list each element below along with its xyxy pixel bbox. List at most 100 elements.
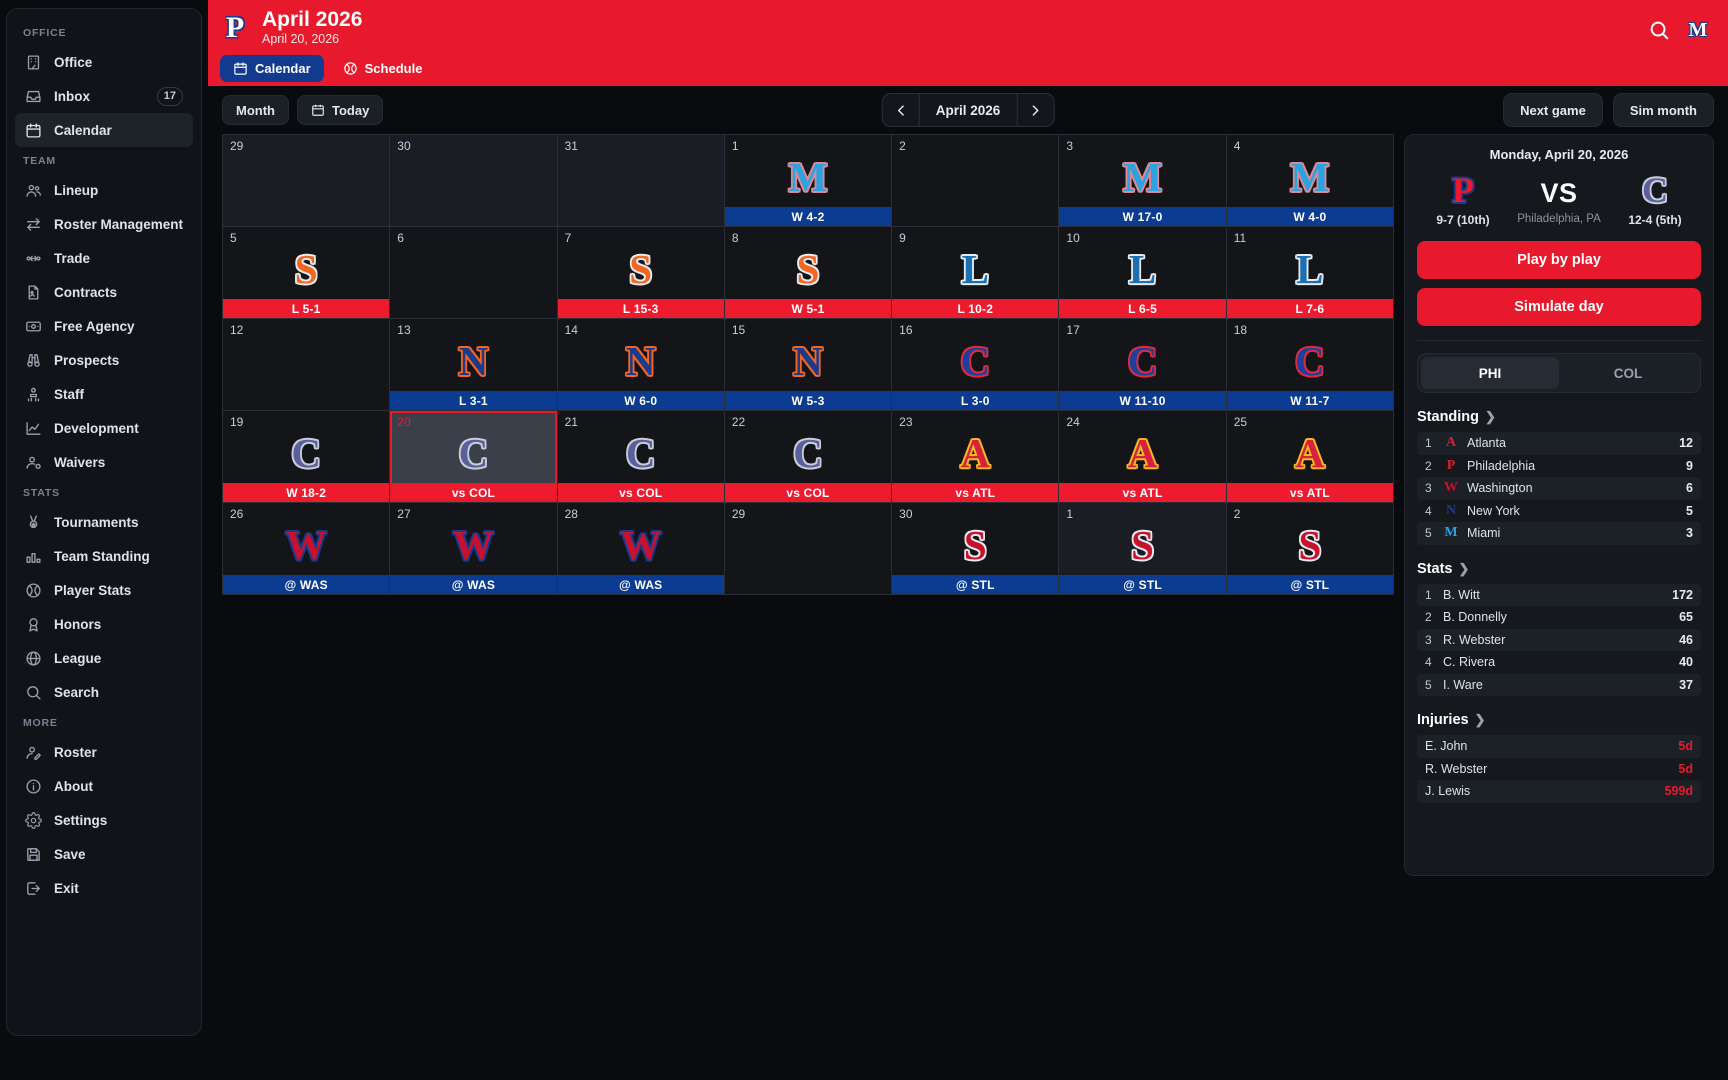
calendar-day[interactable]: 11 L L 7-6 [1226, 227, 1393, 318]
calendar-day[interactable]: 2 S @ STL [1226, 503, 1393, 594]
sidebar-item-player-stats[interactable]: Player Stats [15, 573, 193, 607]
sidebar-item-inbox[interactable]: Inbox 17 [15, 79, 193, 113]
stats-row[interactable]: 4 C. Rivera 40 [1417, 651, 1701, 674]
calendar-day[interactable]: 19 C W 18-2 [223, 411, 390, 502]
standing-row[interactable]: 4 N New York 5 [1417, 500, 1701, 523]
stats-row[interactable]: 1 B. Witt 172 [1417, 583, 1701, 606]
search-icon[interactable] [1648, 19, 1670, 41]
calendar-day[interactable]: 12 [223, 319, 390, 410]
avatar[interactable]: M [1688, 18, 1708, 41]
stats-row[interactable]: 5 I. Ware 37 [1417, 673, 1701, 696]
calendar-day[interactable]: 9 L L 10-2 [892, 227, 1059, 318]
sidebar-item-lineup[interactable]: Lineup [15, 173, 193, 207]
stat-value: 46 [1679, 632, 1693, 647]
calendar-day[interactable]: 3 M W 17-0 [1059, 135, 1226, 226]
calendar-day[interactable]: 18 C W 11-7 [1226, 319, 1393, 410]
calendar-day[interactable]: 15 N W 5-3 [724, 319, 892, 410]
calendar-day[interactable]: 26 W @ WAS [223, 503, 390, 594]
sidebar-item-tournaments[interactable]: Tournaments [15, 505, 193, 539]
sidebar-item-settings[interactable]: Settings [15, 803, 193, 837]
calendar-day[interactable]: 17 C W 11-10 [1059, 319, 1226, 410]
injuries-section-header[interactable]: Injuries ❯ [1417, 712, 1701, 728]
rank-number: 5 [1425, 677, 1432, 692]
injury-row[interactable]: E. John 5d [1417, 735, 1701, 758]
injury-row[interactable]: J. Lewis 599d [1417, 780, 1701, 803]
calendar-day[interactable]: 27 W @ WAS [390, 503, 557, 594]
calendar-day[interactable]: 30 [390, 135, 557, 226]
rank-number: 1 [1425, 436, 1432, 451]
calendar-day[interactable]: 4 M W 4-0 [1226, 135, 1393, 226]
calendar-day[interactable]: 14 N W 6-0 [557, 319, 724, 410]
next-game-button[interactable]: Next game [1503, 93, 1603, 127]
opponent-logo-wrapper: N [558, 332, 724, 391]
tab-calendar[interactable]: Calendar [220, 55, 324, 83]
today-button[interactable]: Today [296, 95, 384, 125]
calendar-day[interactable]: 10 L L 6-5 [1059, 227, 1226, 318]
page-subtitle: April 20, 2026 [262, 32, 340, 47]
sidebar-item-staff[interactable]: Staff [15, 377, 193, 411]
stats-row[interactable]: 3 R. Webster 46 [1417, 628, 1701, 651]
calendar-day[interactable]: 31 [557, 135, 724, 226]
standing-row[interactable]: 3 W Washington 6 [1417, 477, 1701, 500]
stats-section-header[interactable]: Stats ❯ [1417, 561, 1701, 577]
calendar-day[interactable]: 1 M W 4-2 [724, 135, 892, 226]
sidebar-item-search[interactable]: Search [15, 675, 193, 709]
sidebar-item-prospects[interactable]: Prospects [15, 343, 193, 377]
simulate-day-button[interactable]: Simulate day [1417, 288, 1701, 326]
main-area: P April 2026 April 20, 2026 Calendar Sche… [208, 0, 1728, 1080]
chevron-left-icon[interactable] [883, 94, 919, 126]
injury-row[interactable]: R. Webster 5d [1417, 758, 1701, 781]
sidebar-item-save[interactable]: Save [15, 837, 193, 871]
tab-schedule[interactable]: Schedule [330, 55, 436, 82]
sidebar-item-waivers[interactable]: Waivers [15, 445, 193, 479]
sidebar-item-development[interactable]: Development [15, 411, 193, 445]
stats-row[interactable]: 2 B. Donnelly 65 [1417, 606, 1701, 629]
sidebar-item-honors[interactable]: Honors [15, 607, 193, 641]
day-number: 2 [899, 139, 906, 153]
standing-section-header[interactable]: Standing ❯ [1417, 409, 1701, 425]
sidebar-item-about[interactable]: About [15, 769, 193, 803]
home-team[interactable]: P 9-7 (10th) [1421, 172, 1505, 227]
calendar-day[interactable]: 29 [223, 135, 390, 226]
calendar-day[interactable]: 6 [390, 227, 557, 318]
calendar-day[interactable]: 8 S W 5-1 [724, 227, 892, 318]
chevron-right-icon[interactable] [1017, 94, 1053, 126]
sidebar-item-contracts[interactable]: Contracts [15, 275, 193, 309]
sim-month-button[interactable]: Sim month [1612, 93, 1714, 127]
calendar-day[interactable]: 30 S @ STL [892, 503, 1059, 594]
sidebar-item-team-standing[interactable]: Team Standing [15, 539, 193, 573]
sidebar-item-office[interactable]: Office [15, 45, 193, 79]
calendar-day[interactable]: 29 [724, 503, 892, 594]
calendar-day[interactable]: 13 N L 3-1 [390, 319, 557, 410]
month-view-button[interactable]: Month [222, 95, 289, 125]
calendar-day[interactable]: 5 S L 5-1 [223, 227, 390, 318]
away-team-record: 12-4 (5th) [1628, 213, 1682, 227]
standing-row[interactable]: 2 P Philadelphia 9 [1417, 455, 1701, 478]
standing-row[interactable]: 5 M Miami 3 [1417, 522, 1701, 545]
standing-row[interactable]: 1 A Atlanta 12 [1417, 432, 1701, 455]
calendar-day[interactable]: 28 W @ WAS [557, 503, 724, 594]
sidebar-item-exit[interactable]: Exit [15, 871, 193, 905]
sidebar-item-roster[interactable]: Roster [15, 735, 193, 769]
day-number: 17 [1066, 323, 1080, 337]
day-number: 25 [1233, 415, 1248, 429]
sidebar-item-roster-management[interactable]: Roster Management [15, 207, 193, 241]
calendar-day[interactable]: 1 S @ STL [1059, 503, 1226, 594]
sidebar-item-free-agency[interactable]: Free Agency [15, 309, 193, 343]
sidebar-item-calendar[interactable]: Calendar [15, 113, 193, 147]
sidebar-item-trade[interactable]: Trade [15, 241, 193, 275]
play-by-play-button[interactable]: Play by play [1417, 241, 1701, 279]
away-team[interactable]: C 12-4 (5th) [1613, 172, 1697, 227]
calendar-day[interactable]: 16 C L 3-0 [892, 319, 1059, 410]
sidebar-item-league[interactable]: League [15, 641, 193, 675]
team-toggle-phi[interactable]: PHI [1421, 357, 1559, 389]
team-toggle-col[interactable]: COL [1613, 365, 1643, 381]
calendar-day[interactable]: 2 [892, 135, 1059, 226]
calendar-day[interactable]: 7 S L 15-3 [557, 227, 724, 318]
